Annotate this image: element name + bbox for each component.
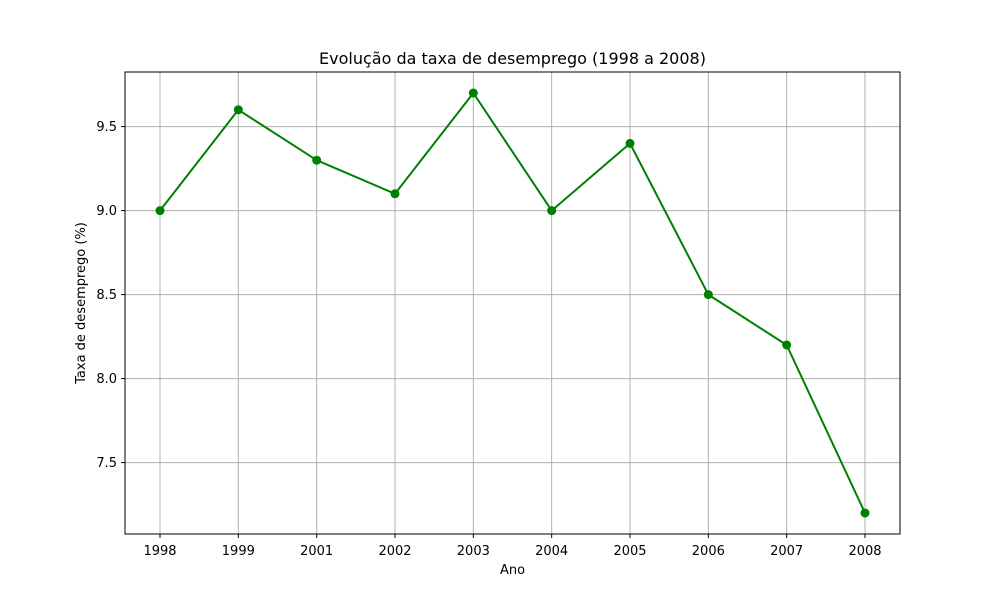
y-tick-label: 9.5 [96, 120, 117, 135]
x-tick-label: 2002 [378, 544, 411, 559]
axis-layer: 1998 1999 2001 2002 2003 2004 2005 2006 2007 2008… [96, 120, 881, 559]
data-point [782, 340, 792, 350]
data-point [468, 88, 478, 98]
grid-lines [125, 72, 900, 534]
data-point [547, 206, 557, 216]
x-tick-label: 2004 [535, 544, 568, 559]
x-tick-label: 2001 [300, 544, 333, 559]
x-tick-label: 2008 [848, 544, 881, 559]
data-point [625, 138, 635, 148]
data-point [703, 290, 713, 300]
y-tick-label: 8.5 [96, 288, 117, 303]
y-tick-label: 7.5 [96, 456, 117, 471]
x-tick-label: 2003 [457, 544, 490, 559]
x-tick-label: 2005 [613, 544, 646, 559]
series-line [159, 92, 866, 514]
y-axis-label: Taxa de desemprego (%) [74, 222, 89, 385]
x-tick-label: 2007 [770, 544, 803, 559]
data-point [233, 105, 243, 115]
series-layer [155, 88, 870, 518]
data-point [155, 206, 165, 216]
data-point [860, 508, 870, 518]
chart-title: Evolução da taxa de desemprego (1998 a 2… [319, 49, 706, 68]
plot-area-frame [124, 71, 901, 535]
x-tick-label: 1998 [143, 544, 176, 559]
x-tick-label: 1999 [222, 544, 255, 559]
data-point [390, 189, 400, 199]
x-axis-label: Ano [500, 563, 525, 578]
x-tick-label: 2006 [692, 544, 725, 559]
y-tick-label: 9.0 [96, 204, 117, 219]
data-point [312, 155, 322, 165]
y-tick-label: 8.0 [96, 372, 117, 387]
